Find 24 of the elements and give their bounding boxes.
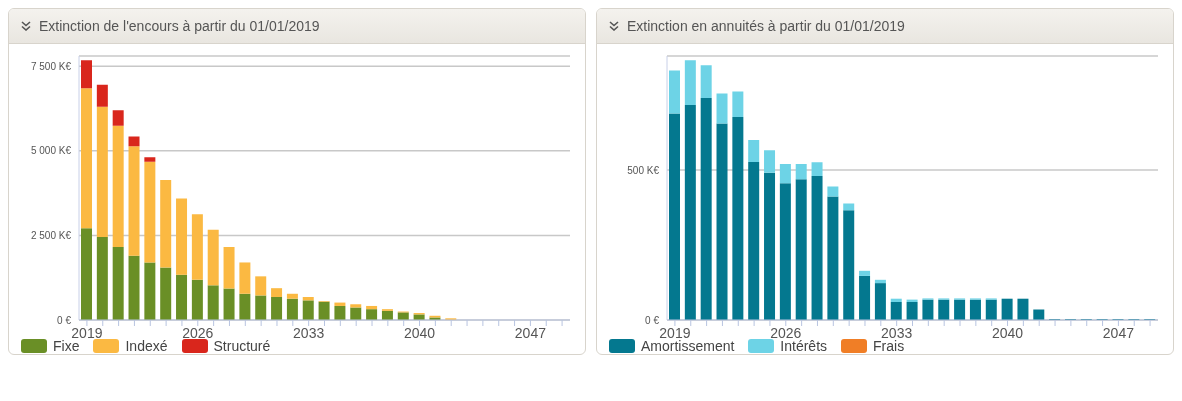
legend-label: Indexé xyxy=(125,338,168,354)
x-tick-label: 2019 xyxy=(659,324,691,341)
y-tick-label: 7 500 K€ xyxy=(30,60,72,72)
legend-label: Intérêts xyxy=(779,338,828,354)
x-tick-label: 2040 xyxy=(403,324,436,341)
legend-label: Fixe xyxy=(52,338,80,354)
legend-label: Structuré xyxy=(213,338,271,354)
y-tick-label: 5 000 K€ xyxy=(30,145,72,157)
x-tick-label: 2047 xyxy=(1102,324,1135,341)
legend-label: Frais xyxy=(872,338,905,354)
x-tick-label: 2040 xyxy=(991,324,1024,341)
y-tick-label: 0 € xyxy=(57,314,72,326)
legend-label: Amortissement xyxy=(640,338,735,354)
x-tick-label: 2019 xyxy=(71,324,103,341)
x-tick-label: 2026 xyxy=(182,324,214,341)
x-tick-label: 2033 xyxy=(881,324,913,341)
y-tick-label: 0 € xyxy=(645,314,660,326)
y-tick-label: 500 K€ xyxy=(627,164,660,176)
chart-title: Extinction de l'encours à partir du 01/01/2019 xyxy=(39,18,320,34)
x-tick-label: 2033 xyxy=(293,324,325,341)
x-tick-label: 2026 xyxy=(770,324,802,341)
chart-title: Extinction en annuités à partir du 01/01/2019 xyxy=(627,18,905,34)
x-tick-label: 2047 xyxy=(514,324,547,341)
y-tick-label: 2 500 K€ xyxy=(30,229,72,241)
